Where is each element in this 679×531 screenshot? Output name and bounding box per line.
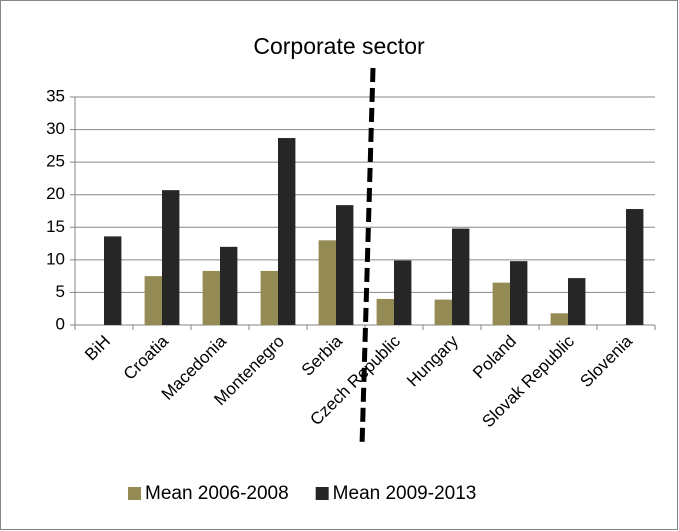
bar <box>510 261 528 325</box>
divider-line <box>359 67 376 447</box>
bar <box>336 205 354 325</box>
bar <box>626 209 644 325</box>
legend-swatch <box>315 487 329 500</box>
y-tick-label: 10 <box>46 249 65 268</box>
bar <box>550 313 568 325</box>
bar <box>278 138 296 325</box>
y-tick-label: 35 <box>46 86 65 105</box>
bar <box>452 228 470 325</box>
legend-label: Mean 2009-2013 <box>333 483 477 504</box>
y-tick-label: 5 <box>56 282 65 301</box>
bar <box>162 190 180 325</box>
y-tick-label: 0 <box>56 314 65 333</box>
bar <box>376 298 394 325</box>
legend-swatch <box>128 487 141 500</box>
bar <box>568 278 586 325</box>
legend-label: Mean 2006-2008 <box>145 483 289 504</box>
bar <box>434 299 452 325</box>
chart-title: Corporate sector <box>253 33 425 59</box>
bar <box>318 240 336 325</box>
bar <box>144 276 162 325</box>
bar <box>202 270 220 325</box>
y-tick-label: 30 <box>46 119 65 138</box>
bar <box>260 270 278 325</box>
bar <box>394 260 412 325</box>
y-tick-label: 20 <box>46 184 65 203</box>
bar <box>220 246 238 325</box>
bar <box>492 282 510 325</box>
y-tick-label: 25 <box>46 152 65 171</box>
y-tick-label: 15 <box>46 217 65 236</box>
bar <box>104 236 122 325</box>
